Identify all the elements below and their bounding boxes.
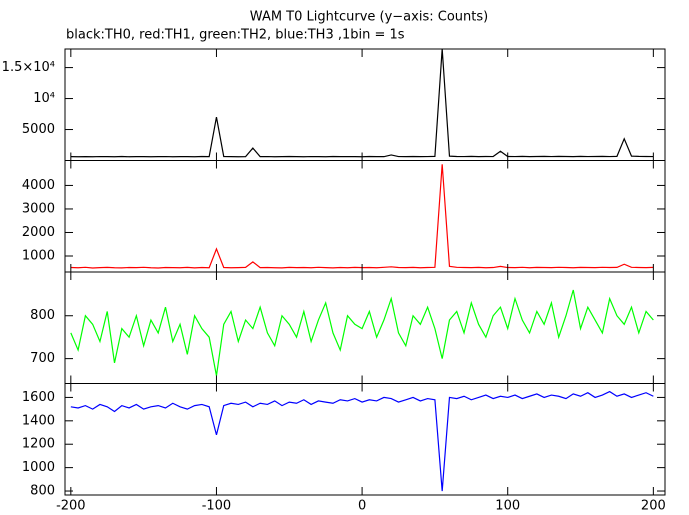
series-line: [70, 390, 654, 492]
y-tick-label: 1200: [22, 437, 55, 452]
x-tick-label: 0: [358, 499, 366, 514]
x-tick-label: 100: [495, 499, 520, 514]
panel-frame: [64, 383, 666, 496]
x-tick-label: 200: [641, 499, 666, 514]
chart-subtitle: black:TH0, red:TH1, green:TH2, blue:TH3 …: [66, 28, 405, 43]
y-tick-label: 1600: [22, 390, 55, 405]
y-tick-label: 700: [30, 351, 55, 366]
y-tick-label: 1.5×10⁴: [2, 60, 55, 75]
panel-frame: [64, 160, 666, 273]
series-line: [70, 164, 654, 269]
y-tick-label: 1000: [22, 460, 55, 475]
y-tick-label: 4000: [22, 178, 55, 193]
y-tick-label: 2000: [22, 225, 55, 240]
panel-frame: [64, 48, 666, 161]
y-tick-label: 800: [30, 484, 55, 499]
y-tick-label: 1400: [22, 413, 55, 428]
y-tick-label: 3000: [22, 201, 55, 216]
series-line: [70, 289, 654, 376]
y-tick-label: 5000: [22, 122, 55, 137]
y-tick-label: 10⁴: [33, 91, 55, 106]
y-tick-label: 800: [30, 308, 55, 323]
x-tick-label: -100: [202, 499, 232, 514]
chart-title: WAM T0 Lightcurve (y−axis: Counts): [250, 10, 488, 25]
x-tick-label: -200: [56, 499, 86, 514]
series-line: [70, 49, 654, 158]
y-tick-label: 1000: [22, 249, 55, 264]
